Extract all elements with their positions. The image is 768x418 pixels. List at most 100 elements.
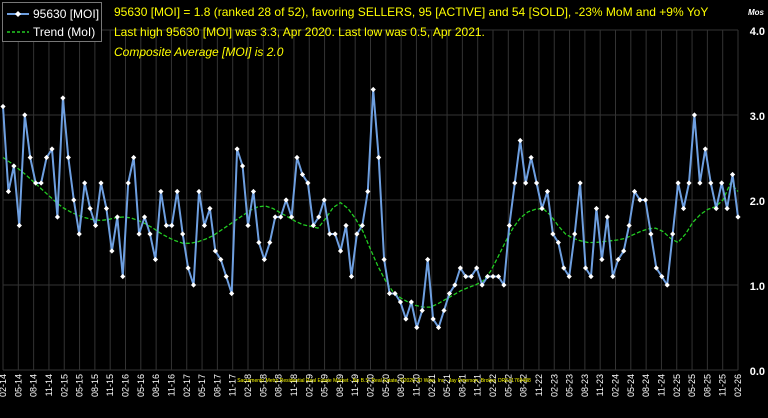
data-point [631, 188, 638, 195]
y-axis-unit-label: Mos [748, 8, 764, 17]
data-point [577, 180, 583, 186]
x-tick-label: 08-19 [335, 374, 345, 397]
x-tick-label: 05-24 [626, 374, 636, 397]
x-tick-label: 02-17 [182, 374, 192, 397]
data-point [435, 324, 442, 331]
data-point [664, 282, 670, 288]
data-point [566, 273, 572, 280]
series-line [2, 88, 739, 329]
data-point [408, 299, 414, 305]
data-point [392, 290, 398, 297]
data-point [229, 290, 235, 297]
data-point [131, 154, 137, 161]
data-point [544, 188, 551, 195]
x-tick-label: 05-21 [442, 374, 452, 397]
x-tick-label: 11-20 [411, 374, 421, 396]
data-point [98, 180, 104, 186]
x-tick-label: 11-14 [44, 374, 54, 396]
data-point [256, 239, 262, 246]
data-point [196, 188, 202, 195]
x-tick-label: 11-25 [718, 374, 728, 396]
x-tick-label: 08-25 [702, 374, 712, 397]
data-point [724, 205, 730, 212]
data-point [0, 103, 6, 110]
data-point [610, 273, 616, 280]
x-tick-label: 11-18 [289, 374, 299, 396]
data-point [615, 256, 621, 263]
data-point [593, 205, 600, 212]
data-point [348, 273, 355, 280]
data-point [403, 316, 409, 322]
x-tick-label: 08-16 [151, 374, 161, 397]
data-point [234, 146, 240, 152]
y-tick-label: 4.0 [750, 26, 765, 38]
x-tick-label: 02-19 [304, 374, 314, 397]
x-tick-label: 05-23 [565, 374, 575, 397]
data-point [267, 239, 273, 246]
moi-series [0, 86, 741, 331]
data-point [550, 231, 556, 237]
data-point [87, 205, 93, 212]
y-axis-tick-labels: 0.0 1.0 2.0 3.0 4.0 [750, 26, 765, 378]
data-point [250, 188, 257, 195]
data-point [642, 197, 649, 203]
x-tick-label: 08-15 [90, 374, 100, 397]
data-point [533, 180, 540, 186]
data-point [457, 265, 463, 271]
data-point [218, 256, 224, 263]
legend-moi-swatch-icon [7, 11, 29, 17]
data-point [626, 222, 632, 229]
data-point [523, 180, 529, 186]
x-tick-label: 02-22 [488, 374, 498, 397]
trend-series [2, 156, 739, 308]
data-point [452, 282, 458, 288]
x-tick-label: 05-15 [75, 374, 85, 397]
data-point [316, 214, 322, 220]
data-point [158, 188, 164, 195]
x-tick-label: 02-25 [672, 374, 682, 397]
data-point [381, 256, 387, 263]
x-tick-label: 11-19 [350, 374, 360, 396]
data-point [120, 273, 126, 280]
data-point [38, 180, 44, 186]
x-tick-label: 11-23 [595, 374, 605, 396]
data-point [659, 273, 665, 280]
chart-subtitle: Last high 95630 [MOI] was 3.3, Apr 2020.… [114, 25, 485, 39]
data-point [223, 273, 229, 280]
data-point [125, 180, 131, 186]
data-point [648, 231, 654, 237]
data-point [212, 248, 218, 254]
data-point [185, 265, 191, 271]
data-point [152, 256, 159, 263]
x-axis-tick-labels: 02-14 05-14 08-14 11-14 02-15 05-15 08-15 11-15… [0, 374, 743, 397]
legend-item-moi: 95630 [MOI] [7, 6, 99, 22]
data-point [163, 222, 169, 229]
y-tick-label: 1.0 [750, 281, 765, 293]
data-point [697, 180, 703, 186]
x-tick-label: 11-16 [166, 374, 176, 396]
x-tick-label: 05-20 [381, 374, 391, 397]
data-point [430, 316, 436, 322]
x-tick-label: 08-20 [396, 374, 406, 397]
x-tick-label: 02-24 [611, 374, 621, 397]
data-point [686, 180, 692, 186]
x-tick-label: 05-14 [13, 374, 23, 397]
data-point [343, 222, 349, 229]
data-point [414, 324, 420, 331]
data-point [201, 222, 208, 229]
data-point [169, 222, 175, 229]
data-point [283, 197, 289, 203]
x-tick-label: 02-26 [733, 374, 743, 397]
data-point [288, 214, 295, 220]
data-point [136, 231, 142, 237]
data-point [5, 188, 12, 195]
data-point [484, 273, 491, 280]
x-tick-label: 08-17 [212, 374, 222, 397]
legend-moi-label: 95630 [MOI] [33, 7, 100, 21]
x-tick-label: 11-21 [473, 374, 483, 396]
x-tick-label: 05-16 [136, 374, 146, 397]
data-point [621, 248, 627, 254]
data-point [572, 231, 578, 237]
x-tick-label: 11-17 [228, 374, 238, 396]
